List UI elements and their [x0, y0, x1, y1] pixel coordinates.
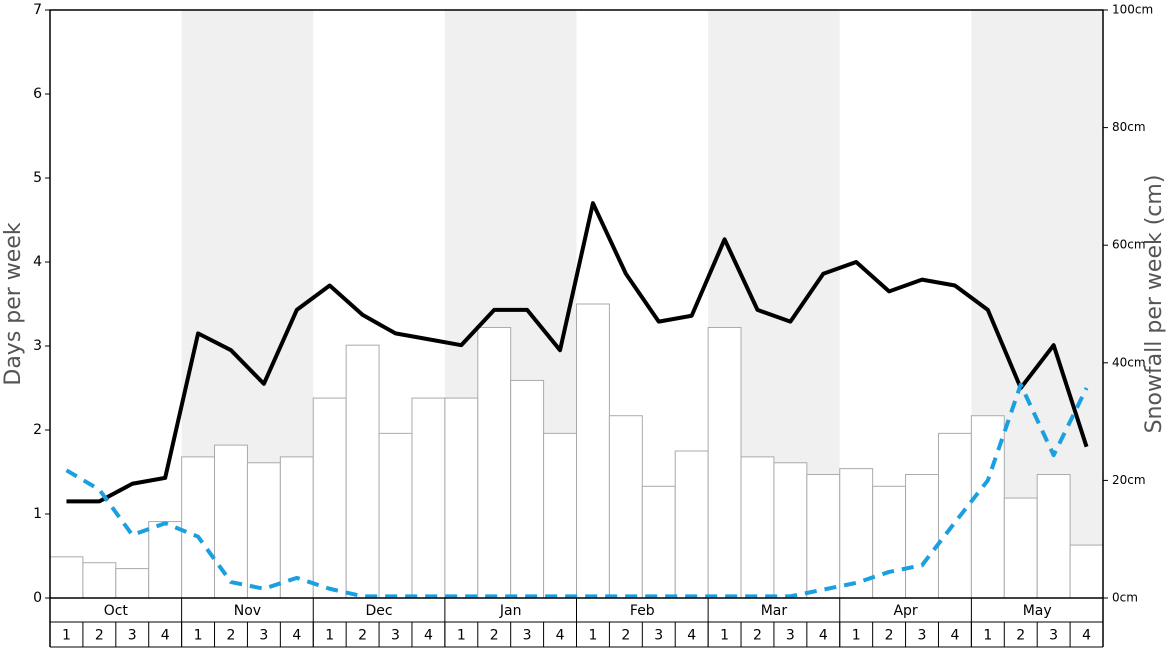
- x-tick-label: 1: [588, 628, 597, 644]
- x-tick-label: 2: [1016, 628, 1025, 644]
- bar: [740, 456, 775, 599]
- bar: [378, 432, 413, 599]
- bar: [543, 432, 577, 599]
- bar: [148, 521, 183, 599]
- x-tick-label: 1: [325, 628, 334, 644]
- bar: [608, 415, 643, 599]
- x-tick-label: 2: [621, 628, 630, 644]
- bar: [872, 485, 907, 599]
- month-label: Apr: [893, 603, 917, 619]
- y-tick-label: 3: [33, 338, 42, 354]
- month-label: Oct: [104, 603, 129, 619]
- bar: [1036, 474, 1071, 599]
- x-tick-label: 4: [950, 628, 959, 644]
- x-tick-label: 1: [194, 628, 203, 644]
- line-series: [65, 382, 1089, 599]
- x-tick-label: 4: [1082, 628, 1091, 644]
- y-tick-label: 6: [33, 86, 42, 102]
- y-tick-label: 0: [33, 590, 42, 606]
- bar: [641, 485, 676, 599]
- x-tick-label: 2: [753, 628, 762, 644]
- x-tick-label: 3: [391, 628, 400, 644]
- bar: [905, 474, 939, 599]
- y2-tick-label: 40cm: [1112, 355, 1146, 369]
- bar: [1069, 544, 1104, 599]
- x-tick-label: 1: [720, 628, 729, 644]
- x-tick-label: 1: [852, 628, 861, 644]
- y2-axis-title: Snowfall per week (cm): [1142, 175, 1167, 434]
- bar: [345, 344, 380, 599]
- y-tick-label: 2: [33, 422, 42, 438]
- y2-tick-label: 0cm: [1112, 591, 1138, 605]
- bar: [82, 562, 117, 599]
- bar: [246, 462, 281, 599]
- month-label: Mar: [761, 603, 788, 619]
- bar: [937, 432, 972, 599]
- y2-tick-label: 20cm: [1112, 473, 1146, 487]
- bar: [1003, 497, 1038, 599]
- y-tick-label: 1: [33, 506, 42, 522]
- x-tick-label: 3: [918, 628, 927, 644]
- y-tick-label: 4: [33, 254, 42, 270]
- x-tick-label: 1: [62, 628, 71, 644]
- bar: [312, 397, 347, 599]
- x-tick-label: 3: [523, 628, 532, 644]
- x-tick-label: 2: [885, 628, 894, 644]
- y-tick-label: 5: [33, 170, 42, 186]
- bar: [707, 327, 742, 599]
- y2-tick-label: 80cm: [1112, 120, 1146, 134]
- y-axis-title: Days per week: [1, 222, 26, 385]
- month-label: Feb: [630, 603, 655, 619]
- x-tick-label: 4: [556, 628, 565, 644]
- x-tick-label: 3: [1049, 628, 1058, 644]
- bar: [674, 450, 709, 599]
- bar: [181, 456, 216, 599]
- bar: [773, 462, 808, 599]
- month-label: Dec: [366, 603, 393, 619]
- bar: [806, 474, 841, 599]
- month-label: Nov: [234, 603, 261, 619]
- line-series: [66, 201, 1089, 504]
- x-tick-label: 4: [687, 628, 696, 644]
- bar: [839, 468, 874, 599]
- x-tick-label: 3: [128, 628, 137, 644]
- x-tick-label: 4: [292, 628, 301, 644]
- x-tick-label: 1: [457, 628, 466, 644]
- x-tick-label: 2: [227, 628, 236, 644]
- bar: [214, 444, 248, 599]
- x-tick-label: 2: [358, 628, 367, 644]
- bar: [115, 568, 150, 599]
- y-tick-label: 7: [33, 2, 42, 18]
- y2-tick-label: 100cm: [1112, 3, 1153, 17]
- bar: [411, 397, 446, 599]
- bar: [49, 556, 84, 599]
- month-label: May: [1023, 603, 1052, 619]
- x-tick-label: 3: [786, 628, 795, 644]
- x-tick-label: 2: [95, 628, 104, 644]
- bar: [576, 303, 610, 599]
- x-tick-label: 4: [424, 628, 433, 644]
- bar: [444, 397, 479, 599]
- bar: [477, 327, 512, 599]
- x-tick-label: 4: [161, 628, 170, 644]
- x-tick-label: 4: [819, 628, 828, 644]
- x-tick-label: 2: [490, 628, 499, 644]
- x-tick-label: 3: [654, 628, 663, 644]
- month-label: Jan: [499, 603, 522, 619]
- x-tick-label: 1: [983, 628, 992, 644]
- x-tick-label: 3: [259, 628, 268, 644]
- bar: [510, 379, 545, 599]
- y2-tick-label: 60cm: [1112, 238, 1146, 252]
